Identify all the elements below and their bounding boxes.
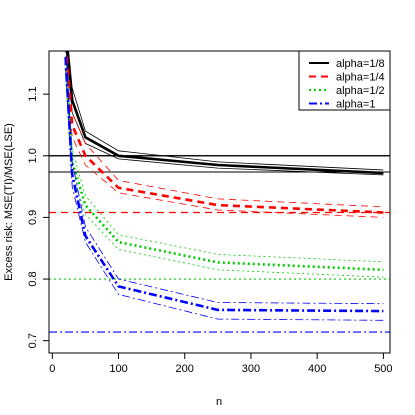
series-1	[49, 51, 390, 176]
x-tick-label-0: 0	[49, 363, 55, 375]
series-2	[49, 51, 390, 218]
series-2-lower-band	[65, 57, 384, 218]
series-3	[49, 51, 390, 280]
y-axis: 0.7 0.8 0.9 1.0 1.1	[27, 86, 49, 348]
series-4-line	[64, 57, 384, 313]
series-layer	[49, 51, 390, 333]
series-3-lower-band	[65, 75, 384, 278]
legend-label-4: alpha=1	[336, 99, 375, 111]
y-tick-label-0: 0.7	[27, 333, 39, 348]
series-1-lower-band	[65, 51, 384, 176]
series-4	[49, 51, 390, 333]
x-tick-label-100: 100	[109, 363, 127, 375]
x-tick-label-400: 400	[308, 363, 326, 375]
y-tick-label-3: 1.0	[27, 148, 39, 163]
series-3-upper-band	[65, 51, 384, 263]
series-4-lower-band	[65, 69, 384, 321]
x-tick-label-500: 500	[374, 363, 392, 375]
x-tick-label-300: 300	[242, 363, 260, 375]
y-tick-label-2: 0.9	[27, 210, 39, 225]
series-2-line	[64, 51, 384, 214]
y-axis-title: Excess risk: MSE(TI)/MSE(LSE)	[3, 123, 15, 281]
y-tick-label-1: 0.8	[27, 271, 39, 286]
legend-label-2: alpha=1/4	[336, 72, 385, 84]
series-1-line	[66, 51, 384, 175]
x-axis-title: n	[216, 396, 222, 408]
legend-box	[298, 50, 391, 111]
legend-label-1: alpha=1/8	[336, 58, 385, 70]
plot-frame	[48, 50, 391, 354]
y-tick-label-4: 1.1	[27, 86, 39, 101]
x-axis: 0 100 200 300 400 500	[49, 353, 393, 375]
legend-label-3: alpha=1/2	[336, 85, 385, 97]
x-tick-label-200: 200	[176, 363, 194, 375]
